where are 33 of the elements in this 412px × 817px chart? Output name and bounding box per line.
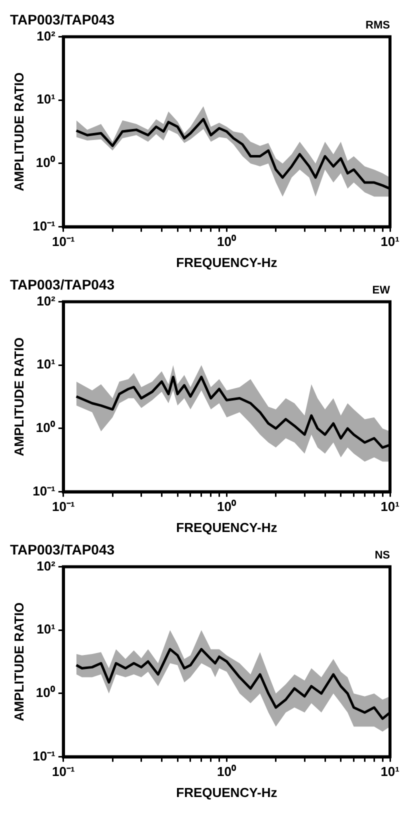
x-tick-label: 10¹ [380, 234, 400, 250]
text: EW [372, 284, 391, 296]
y-tick-label: 10¹ [36, 92, 56, 107]
y-tick-label: 10⁻¹ [32, 483, 56, 498]
y-tick-label: 10² [36, 293, 56, 308]
y-axis-title: AMPLITUDE RATIO [11, 337, 26, 456]
chart-title: TAP003/TAP043 [10, 541, 115, 558]
x-tick-label: 10⁰ [216, 764, 236, 780]
y-tick-label: 10⁰ [36, 420, 56, 436]
chart-title: TAP003/TAP043 [10, 276, 115, 292]
y-tick-label: 10⁰ [36, 685, 56, 700]
chart-title: TAP003/TAP043 [10, 11, 115, 28]
x-tick-label: 10⁰ [216, 499, 236, 514]
y-tick-label: 10⁻¹ [32, 218, 56, 234]
x-axis-title: FREQUENCY-Hz [176, 784, 278, 800]
y-tick-label: 10⁻¹ [32, 748, 56, 764]
y-tick-label: 10⁰ [36, 155, 56, 170]
y-axis-title: AMPLITUDE RATIO [11, 72, 26, 192]
x-axis-title: FREQUENCY-Hz [176, 520, 278, 535]
x-tick-label: 10⁻¹ [52, 234, 75, 250]
x-tick-label: 10⁰ [216, 234, 236, 250]
y-tick-label: 10¹ [36, 356, 56, 372]
text: RMS [366, 19, 390, 32]
x-tick-label: 10⁻¹ [52, 499, 75, 514]
text: NS [374, 549, 390, 562]
y-axis-title: AMPLITUDE RATIO [11, 602, 26, 722]
x-axis-title: FREQUENCY-Hz [176, 254, 278, 270]
y-tick-label: 10¹ [36, 622, 56, 637]
y-tick-label: 10² [36, 558, 56, 574]
x-tick-label: 10¹ [380, 499, 400, 514]
x-tick-label: 10¹ [380, 764, 400, 780]
y-tick-label: 10² [36, 28, 56, 44]
x-tick-label: 10⁻¹ [52, 764, 75, 780]
